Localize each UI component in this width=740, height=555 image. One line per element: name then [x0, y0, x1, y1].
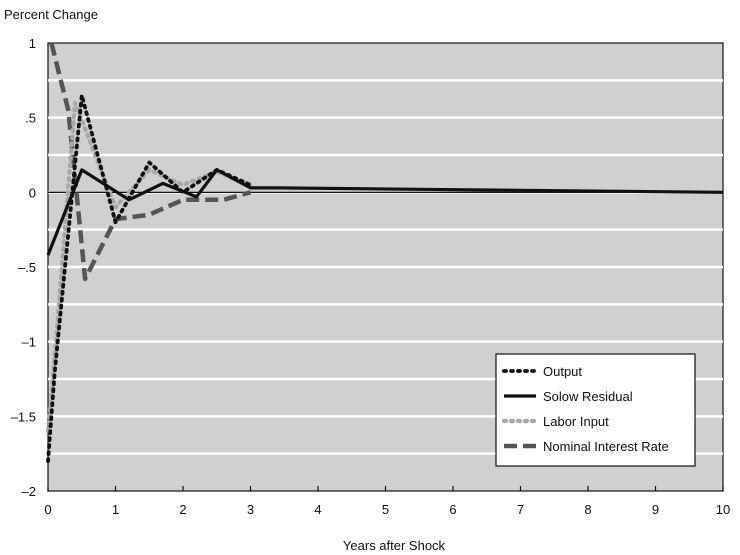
x-tick-label: 1	[112, 502, 119, 517]
y-tick-label: –2	[22, 484, 36, 499]
legend-label: Labor Input	[543, 414, 609, 429]
x-tick-label: 3	[247, 502, 254, 517]
x-tick-label: 4	[314, 502, 321, 517]
legend-label: Solow Residual	[543, 389, 633, 404]
x-tick-label: 5	[382, 502, 389, 517]
y-tick-label: 1	[29, 36, 36, 51]
x-tick-label: 2	[179, 502, 186, 517]
legend-label: Nominal Interest Rate	[543, 439, 669, 454]
series-output	[46, 93, 253, 464]
x-tick-label: 6	[449, 502, 456, 517]
x-tick-label: 9	[652, 502, 659, 517]
y-tick-label: –.5	[18, 260, 36, 275]
y-tick-label: –1	[22, 335, 36, 350]
y-tick-label: 0	[29, 185, 36, 200]
x-tick-label: 0	[44, 502, 51, 517]
series-solow-residual	[46, 168, 724, 256]
x-tick-label: 8	[584, 502, 591, 517]
x-tick-label: 10	[716, 502, 730, 517]
y-axis-title: Percent Change	[4, 7, 98, 22]
x-tick-label: 7	[517, 502, 524, 517]
y-tick-label: .5	[25, 111, 36, 126]
x-axis-title: Years after Shock	[343, 538, 446, 553]
y-tick-label: –1.5	[11, 409, 36, 424]
legend-label: Output	[543, 364, 582, 379]
